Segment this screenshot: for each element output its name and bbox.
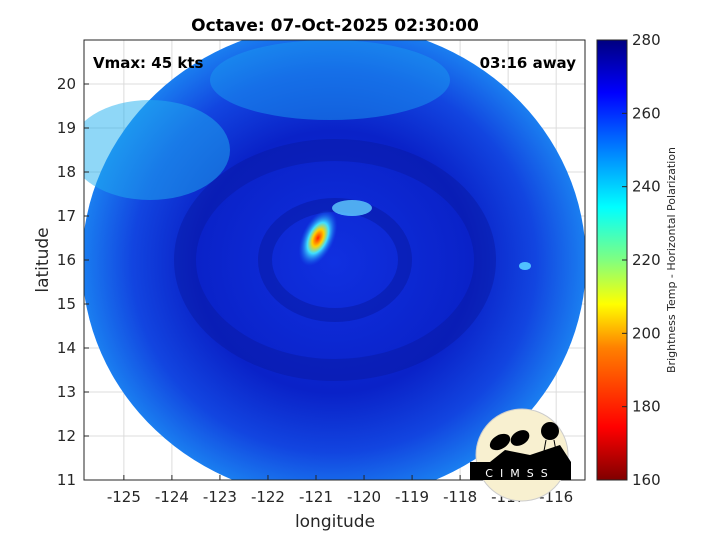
x-tick-label: -123 xyxy=(203,488,237,506)
x-tick-label: -121 xyxy=(299,488,333,506)
colorbar-tick-label: 280 xyxy=(632,31,661,49)
y-tick-label: 18 xyxy=(57,163,76,181)
colorbar-tick-label: 160 xyxy=(632,471,661,489)
y-tick-label: 16 xyxy=(57,251,76,269)
x-axis-label: longitude xyxy=(295,512,375,532)
time-away-label: 03:16 away xyxy=(480,54,577,72)
colorbar-tick-label: 240 xyxy=(632,178,661,196)
x-tick-label: -118 xyxy=(443,488,477,506)
microwave-swath xyxy=(84,40,585,480)
x-tick-label: -120 xyxy=(347,488,381,506)
y-tick-label: 15 xyxy=(57,295,76,313)
y-tick-label: 13 xyxy=(57,383,76,401)
y-tick-label: 12 xyxy=(57,427,76,445)
y-axis-label: latitude xyxy=(33,227,53,292)
colorbar-label: Brightness Temp - Horizontal Polarizatio… xyxy=(665,147,678,373)
y-tick-labels: 11 12 13 14 15 16 17 18 19 20 xyxy=(57,75,89,489)
x-tick-label: -122 xyxy=(251,488,285,506)
x-tick-label: -125 xyxy=(107,488,141,506)
x-tick-labels: -125-124-123-122-121-120-119-118-117-116 xyxy=(107,475,573,506)
colorbar-tick-label: 220 xyxy=(632,251,661,269)
y-tick-label: 20 xyxy=(57,75,76,93)
y-tick-label: 19 xyxy=(57,119,76,137)
cimss-logo-text: CIMSS xyxy=(485,467,554,480)
vmax-label: Vmax: 45 kts xyxy=(93,54,203,72)
colorbar-tick-labels: 160 180 200 220 240 260 280 xyxy=(622,31,661,489)
colorbar-tick-label: 180 xyxy=(632,398,661,416)
plot-title: Octave: 07-Oct-2025 02:30:00 xyxy=(191,16,479,36)
y-tick-label: 14 xyxy=(57,339,76,357)
x-tick-label: -124 xyxy=(155,488,189,506)
y-tick-label: 17 xyxy=(57,207,76,225)
x-tick-label: -119 xyxy=(395,488,429,506)
cimss-logo: CIMSS xyxy=(470,408,571,502)
colorbar-tick-label: 200 xyxy=(632,324,661,342)
colorbar-tick-label: 260 xyxy=(632,104,661,122)
y-tick-label: 11 xyxy=(57,471,76,489)
